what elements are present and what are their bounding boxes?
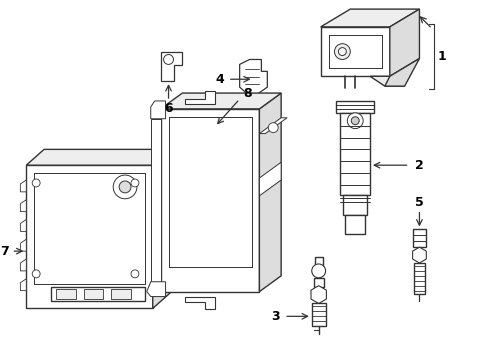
Polygon shape (311, 303, 325, 326)
Circle shape (268, 123, 278, 132)
Circle shape (119, 181, 131, 193)
Polygon shape (51, 287, 144, 301)
Polygon shape (83, 289, 103, 298)
Polygon shape (160, 109, 259, 292)
Circle shape (113, 175, 137, 199)
Polygon shape (160, 51, 182, 81)
Polygon shape (20, 180, 26, 192)
Circle shape (131, 179, 139, 187)
Polygon shape (150, 101, 165, 119)
Polygon shape (26, 165, 152, 309)
Polygon shape (152, 149, 170, 309)
Polygon shape (259, 162, 281, 196)
Polygon shape (20, 220, 26, 231)
Polygon shape (20, 200, 26, 212)
Circle shape (32, 270, 40, 278)
Circle shape (346, 113, 363, 129)
Text: 8: 8 (243, 86, 251, 100)
Polygon shape (314, 257, 322, 267)
Polygon shape (20, 239, 26, 251)
Polygon shape (384, 58, 419, 86)
Polygon shape (313, 278, 323, 287)
Polygon shape (345, 215, 365, 234)
Polygon shape (111, 289, 131, 298)
Polygon shape (185, 91, 215, 104)
Polygon shape (20, 279, 26, 291)
Text: 6: 6 (164, 102, 172, 115)
Polygon shape (160, 93, 281, 109)
Polygon shape (239, 59, 267, 94)
Polygon shape (412, 247, 426, 263)
Circle shape (338, 48, 346, 55)
Polygon shape (343, 195, 366, 215)
Polygon shape (320, 9, 419, 27)
Text: 1: 1 (437, 50, 446, 63)
Text: 2: 2 (414, 159, 423, 172)
Polygon shape (336, 101, 373, 113)
Text: 5: 5 (414, 196, 423, 209)
Polygon shape (412, 229, 426, 247)
Polygon shape (340, 113, 369, 195)
Polygon shape (20, 259, 26, 271)
Polygon shape (150, 119, 160, 282)
Polygon shape (320, 27, 389, 76)
Polygon shape (26, 149, 170, 165)
Circle shape (311, 264, 325, 278)
Circle shape (350, 117, 359, 125)
Polygon shape (413, 263, 425, 294)
Circle shape (131, 270, 139, 278)
Text: 7: 7 (0, 245, 9, 258)
Polygon shape (56, 289, 76, 298)
Polygon shape (185, 297, 215, 309)
Circle shape (32, 179, 40, 187)
Polygon shape (259, 93, 281, 292)
Polygon shape (369, 76, 404, 86)
Polygon shape (259, 118, 286, 134)
Polygon shape (389, 9, 419, 76)
Circle shape (163, 55, 173, 64)
Text: 3: 3 (270, 310, 279, 323)
Text: 4: 4 (215, 73, 224, 86)
Circle shape (334, 44, 349, 59)
Polygon shape (146, 282, 165, 297)
Polygon shape (310, 286, 325, 303)
